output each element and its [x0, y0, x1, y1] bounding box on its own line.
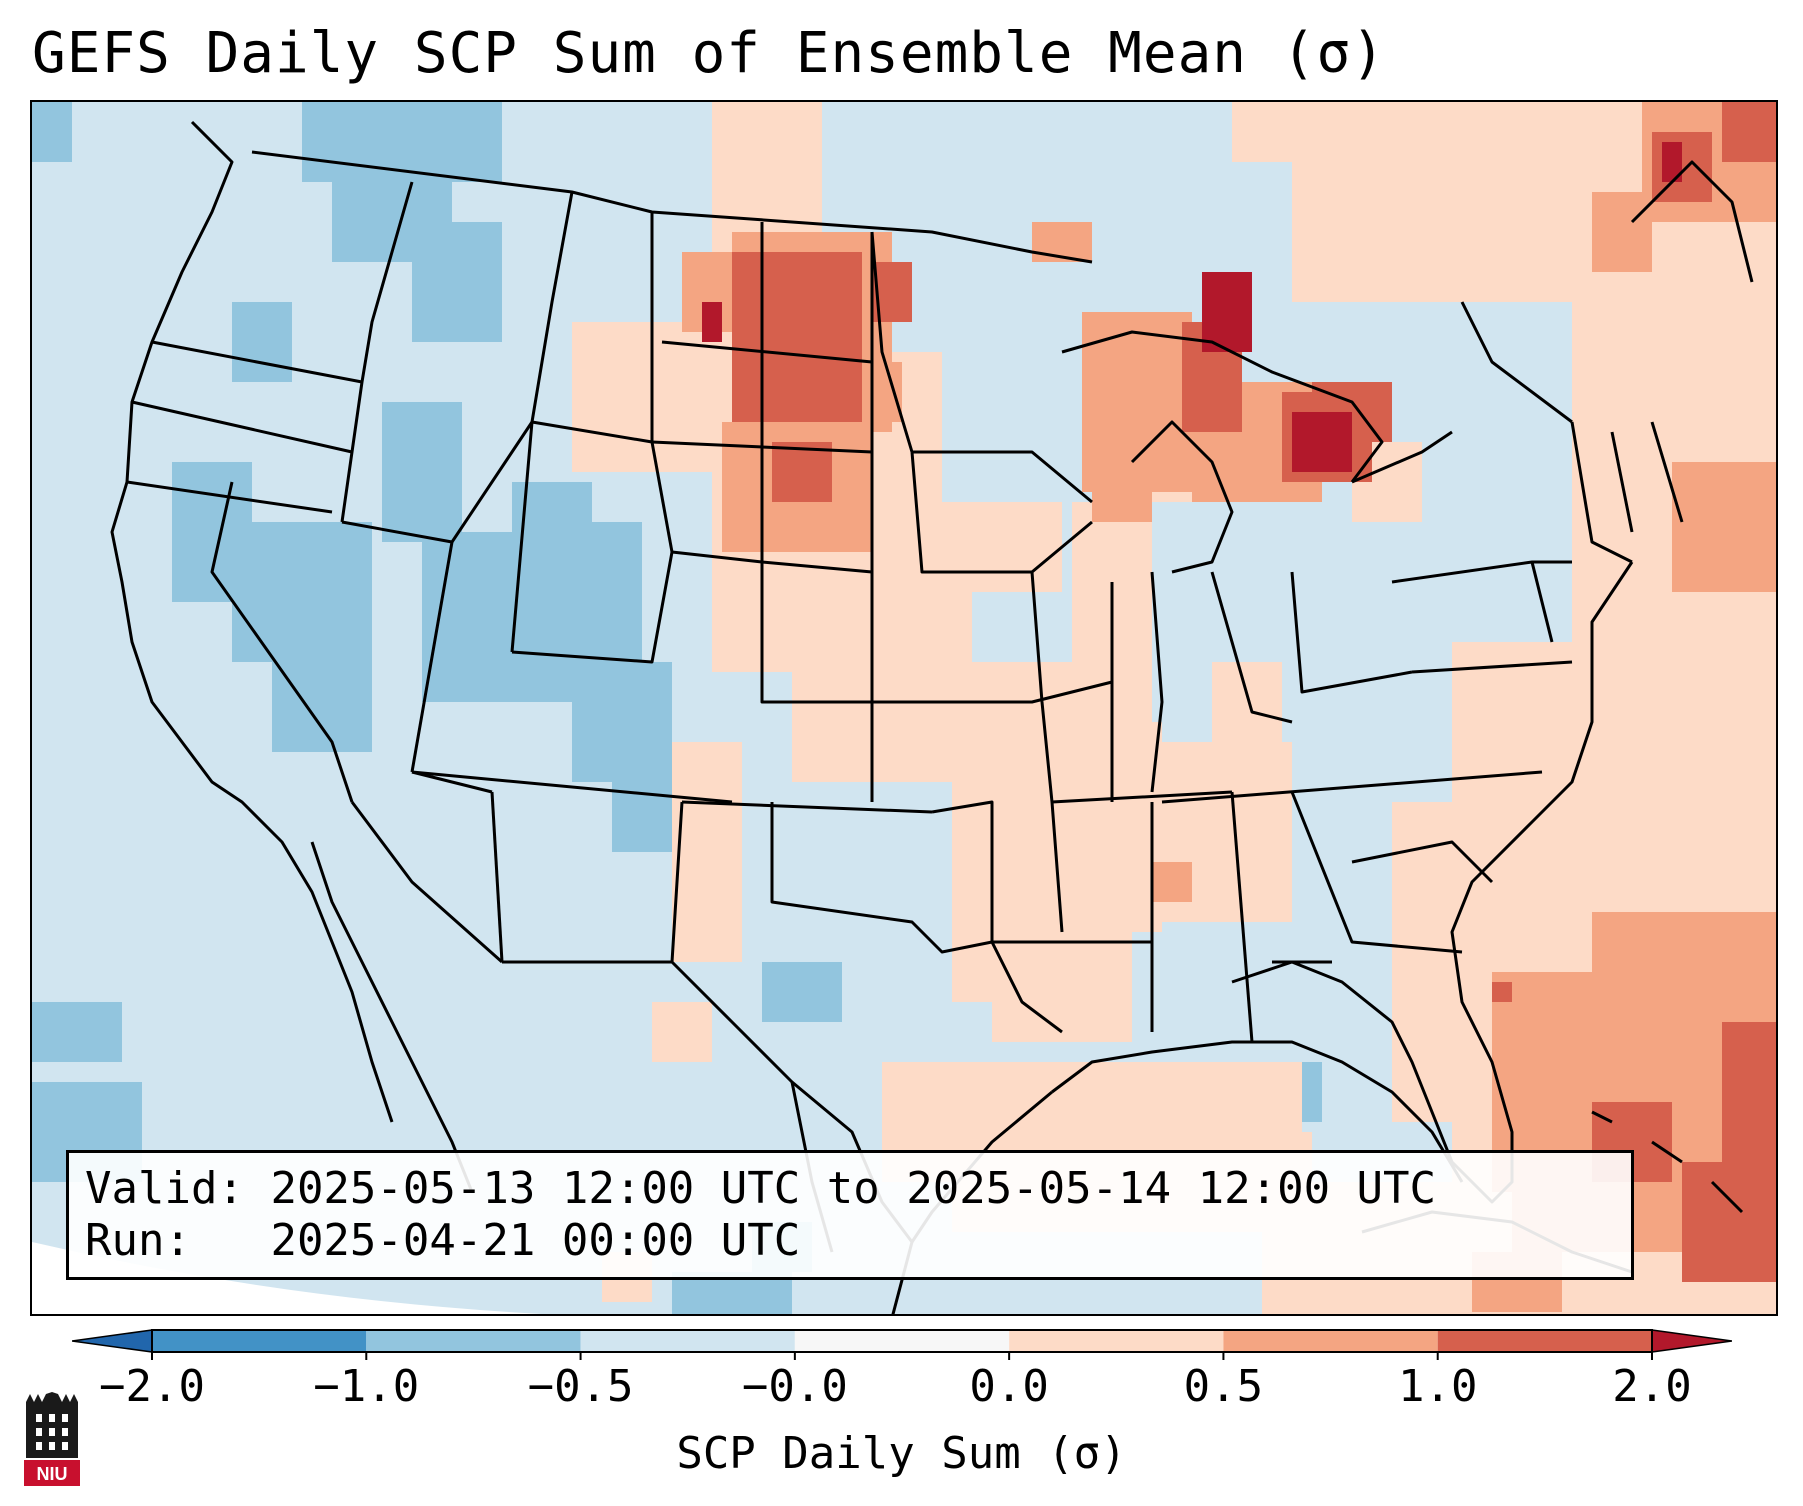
colorbar-tick-label: −1.0 [313, 1361, 420, 1412]
colorbar-segment [1437, 1330, 1652, 1352]
niu-logo: NIU [24, 1392, 80, 1486]
colorbar-under-extension [72, 1329, 153, 1353]
outside-domain [32, 1242, 543, 1314]
colorbar-segment [794, 1330, 1010, 1352]
negative-anomaly-patches [32, 102, 1492, 1314]
logo-crenellation [26, 1392, 78, 1402]
colorbar-tick-label: −2.0 [99, 1361, 205, 1412]
colorbar-segment [1009, 1330, 1224, 1352]
state-boundaries [110, 120, 1754, 1314]
colorbar-over-extension [1651, 1329, 1732, 1353]
colorbar-label: SCP Daily Sum (σ) [676, 1428, 1127, 1479]
logo-text: NIU [37, 1464, 68, 1484]
colorbar-tick-label: −0.0 [741, 1361, 848, 1412]
colorbar-segment [152, 1330, 367, 1352]
map-canvas [32, 102, 1776, 1314]
colorbar-tick-label: 1.0 [1397, 1361, 1478, 1412]
map-panel [30, 100, 1778, 1316]
colorbar-tick-label: −0.5 [527, 1361, 634, 1412]
colorbar-outline [151, 1329, 1653, 1353]
colorbar [72, 1329, 1732, 1360]
logo-banner [24, 1460, 80, 1486]
valid-run-info-box: Valid: 2025-05-13 12:00 UTC to 2025-05-1… [66, 1150, 1634, 1280]
run-label: Run: [85, 1215, 191, 1266]
colorbar-tick-label: 0.5 [1183, 1361, 1264, 1412]
extreme-anomaly-patches [702, 142, 1682, 472]
valid-time-range: 2025-05-13 12:00 UTC to 2025-05-14 12:00… [270, 1163, 1437, 1214]
colorbar-tick-label: 0.0 [969, 1361, 1049, 1412]
valid-label: Valid: [85, 1163, 244, 1214]
colorbar-tick-label: 2.0 [1612, 1361, 1692, 1412]
chart-title: GEFS Daily SCP Sum of Ensemble Mean (σ) [32, 21, 1386, 86]
run-time: 2025-04-21 00:00 UTC [270, 1215, 801, 1266]
colorbar-segment [1223, 1330, 1438, 1352]
colorbar-segment [580, 1330, 795, 1352]
colorbar-segment [366, 1330, 581, 1352]
